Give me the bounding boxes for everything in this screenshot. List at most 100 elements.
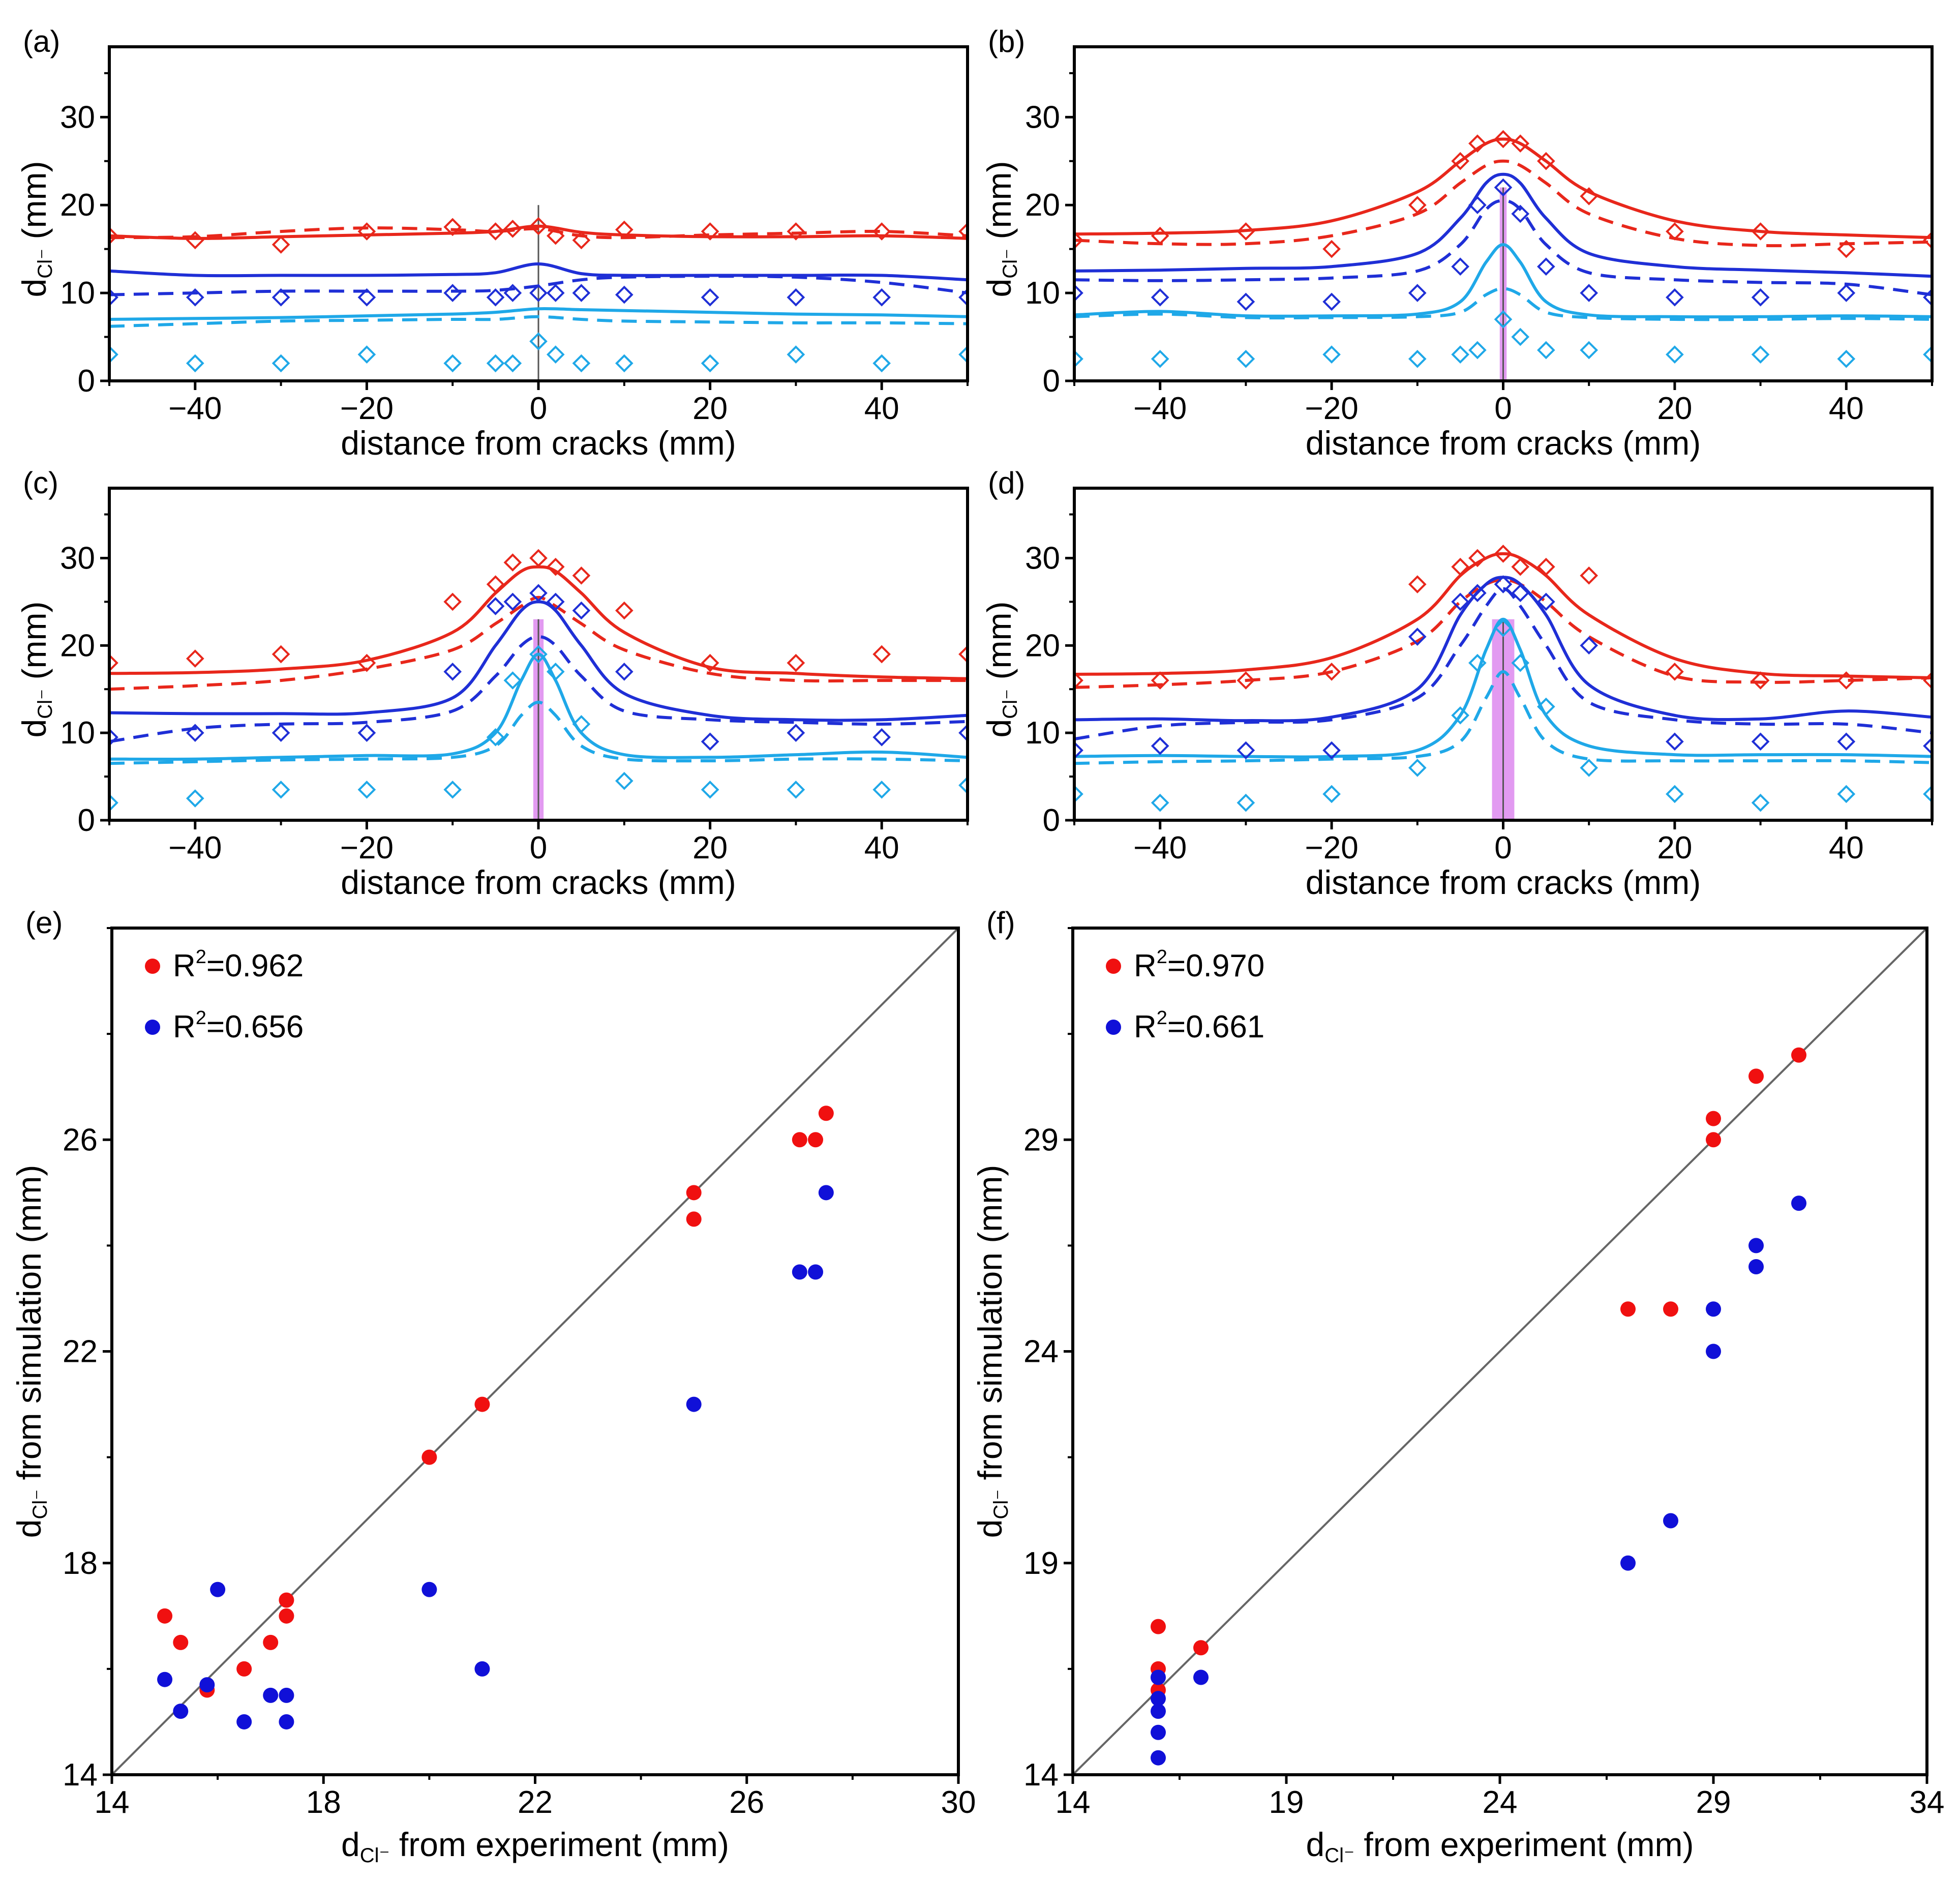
- data-point-dot: [263, 1687, 279, 1703]
- data-point-diamond: [1923, 785, 1932, 803]
- data-point-diamond: [1751, 671, 1770, 690]
- data-point-diamond: [1511, 134, 1530, 153]
- data-point-diamond: [1923, 345, 1932, 364]
- y-tick-label: 10: [1025, 715, 1060, 751]
- data-point-diamond: [872, 222, 891, 241]
- data-point-diamond: [1751, 793, 1770, 812]
- data-point-diamond: [1322, 663, 1341, 681]
- data-point-dot: [818, 1106, 834, 1121]
- legend-marker: [1106, 1020, 1121, 1035]
- y-tick-label: 20: [60, 188, 95, 223]
- legend-marker: [145, 1020, 160, 1035]
- data-point-dot: [236, 1714, 252, 1729]
- panel-label: (c): [23, 466, 58, 500]
- data-point-diamond: [272, 781, 290, 799]
- data-point-diamond: [503, 354, 522, 373]
- data-point-diamond: [443, 284, 462, 302]
- data-point-diamond: [1468, 341, 1487, 360]
- panel-label: (f): [986, 906, 1015, 940]
- data-point-dot: [818, 1185, 834, 1201]
- x-tick-label: 40: [864, 391, 899, 426]
- y-axis-title: dCl⁻ (mm): [980, 161, 1021, 297]
- data-point-dot: [199, 1677, 215, 1693]
- data-point-dot: [1151, 1724, 1166, 1740]
- data-point-diamond: [529, 284, 548, 302]
- data-point-diamond: [872, 728, 891, 747]
- data-point-diamond: [787, 345, 805, 364]
- legend-label: R2=0.970: [1134, 946, 1264, 983]
- data-point-diamond: [272, 354, 290, 373]
- data-point-dot: [1151, 1704, 1166, 1719]
- plot-area: [1074, 545, 1932, 820]
- data-point-diamond: [1494, 619, 1513, 637]
- data-point-dot: [1151, 1750, 1166, 1766]
- data-point-diamond: [1451, 557, 1469, 576]
- plot-area: [1074, 130, 1932, 381]
- data-point-diamond: [357, 781, 376, 799]
- data-point-diamond: [787, 222, 805, 241]
- data-point-diamond: [872, 781, 891, 799]
- data-point-diamond: [1451, 706, 1469, 725]
- data-point-diamond: [701, 653, 719, 672]
- x-tick-label: 29: [1696, 1785, 1731, 1820]
- data-point-dot: [279, 1714, 294, 1729]
- data-point-dot: [792, 1264, 807, 1280]
- data-point-diamond: [1751, 222, 1770, 241]
- x-tick-label: 18: [306, 1785, 341, 1820]
- data-point-dot: [1193, 1640, 1209, 1656]
- data-point-diamond: [1837, 284, 1856, 302]
- data-point-diamond: [1451, 345, 1469, 364]
- series-cyan-solid: [109, 307, 968, 321]
- data-point-dot: [1748, 1238, 1764, 1254]
- x-tick-label: 0: [1494, 830, 1512, 866]
- data-point-diamond: [1151, 349, 1169, 368]
- data-point-diamond: [1074, 671, 1083, 690]
- data-point-diamond: [1837, 240, 1856, 258]
- data-point-diamond: [1511, 584, 1530, 603]
- data-point-diamond: [546, 284, 565, 302]
- x-tick-label: 20: [1657, 391, 1692, 426]
- data-point-diamond: [1511, 327, 1530, 346]
- y-axis-title: dCl⁻ from simulation (mm): [971, 1165, 1012, 1538]
- y-tick-label: 22: [63, 1334, 98, 1369]
- x-tick-label: 26: [729, 1785, 764, 1820]
- y-tick-label: 30: [1025, 100, 1060, 135]
- series-blue-solid: [109, 262, 968, 282]
- y-tick-label: 30: [1025, 541, 1060, 576]
- data-point-diamond: [186, 354, 204, 373]
- data-point-diamond: [357, 653, 376, 672]
- x-tick-label: −40: [168, 391, 222, 426]
- data-point-dot: [808, 1264, 824, 1280]
- data-point-diamond: [615, 354, 634, 373]
- data-point-diamond: [1494, 545, 1513, 563]
- data-point-diamond: [272, 288, 290, 307]
- data-point-diamond: [615, 285, 634, 304]
- y-axis-title: dCl⁻ (mm): [15, 161, 56, 297]
- data-point-diamond: [787, 724, 805, 742]
- panel-b: −40 −20 0 20 40 0 10 20 30 distance from cracks (…: [980, 24, 1934, 462]
- x-tick-label: −20: [340, 830, 394, 866]
- data-point-diamond: [572, 354, 591, 373]
- data-point-diamond: [1494, 178, 1513, 197]
- data-point-diamond: [109, 226, 118, 245]
- data-point-diamond: [443, 781, 462, 799]
- x-tick-label: −20: [1305, 391, 1359, 426]
- data-point-diamond: [1237, 292, 1255, 311]
- reference-line: [1073, 928, 1927, 1775]
- data-point-diamond: [503, 284, 522, 302]
- data-point-diamond: [958, 645, 968, 664]
- data-point-diamond: [787, 781, 805, 799]
- data-point-diamond: [486, 288, 505, 307]
- data-point-diamond: [1408, 628, 1427, 646]
- x-tick-label: −40: [1133, 391, 1187, 426]
- data-point-diamond: [1494, 575, 1513, 593]
- data-point-dot: [474, 1396, 490, 1412]
- legend-marker: [145, 959, 160, 974]
- data-point-diamond: [1580, 341, 1599, 360]
- data-point-diamond: [1751, 732, 1770, 751]
- data-point-diamond: [1468, 134, 1487, 153]
- data-point-diamond: [109, 728, 118, 747]
- legend-label: R2=0.656: [173, 1007, 304, 1045]
- data-point-dot: [279, 1592, 294, 1608]
